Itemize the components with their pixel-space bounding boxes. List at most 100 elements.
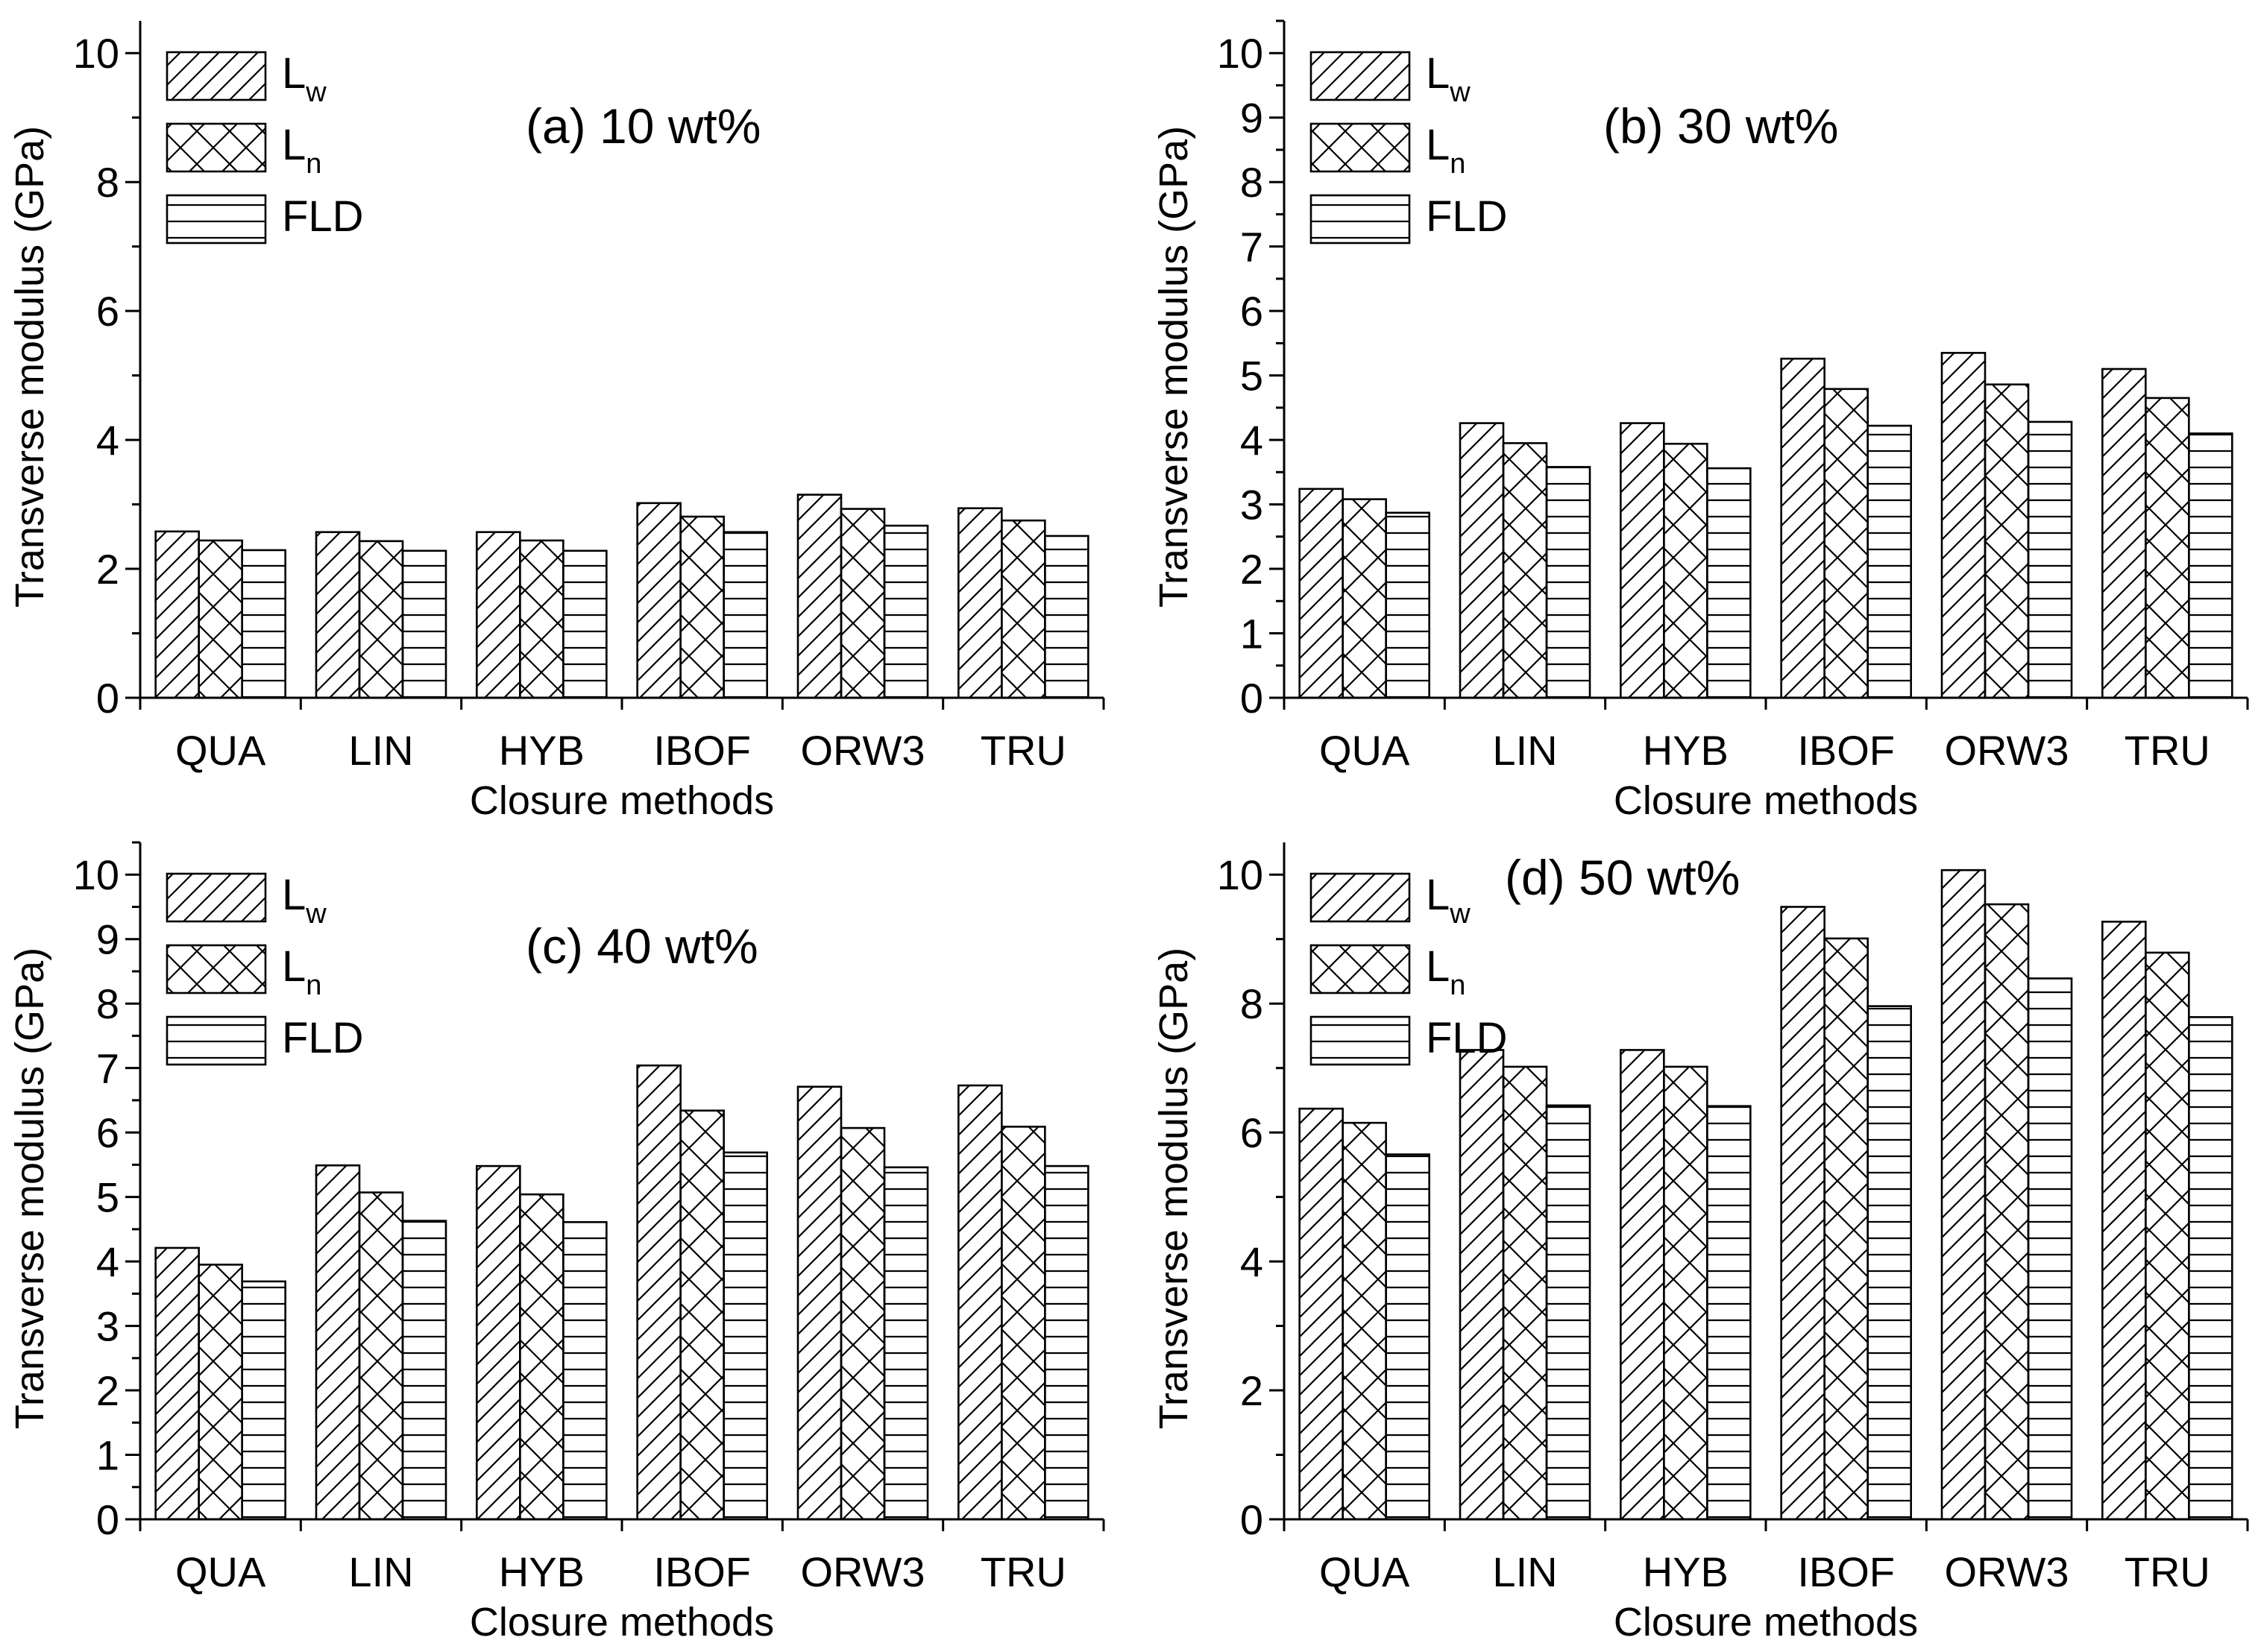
- y-axis-title: Transverse modulus (GPa): [1151, 948, 1196, 1429]
- y-tick-label: 1: [1240, 611, 1263, 658]
- y-tick-label: 8: [1240, 980, 1263, 1027]
- y-tick-label: 4: [1240, 1238, 1263, 1285]
- bar-FLD-QUA: [1385, 511, 1430, 699]
- bar-FLD-HYB: [562, 549, 608, 699]
- bar-Lw-LIN: [315, 531, 361, 699]
- y-tick-label: 5: [96, 1174, 119, 1221]
- legend-swatch-Lw: [166, 872, 267, 923]
- y-tick-label: 10: [1217, 30, 1263, 77]
- legend-label-Lw: Lw: [282, 49, 327, 108]
- bar-Lw-LIN: [315, 1164, 361, 1521]
- panel-annotation: (a) 10 wt%: [526, 98, 761, 154]
- bar-Ln-LIN: [1502, 442, 1548, 699]
- bar-Ln-IBOF: [1823, 388, 1869, 699]
- y-tick-label: 0: [96, 1496, 119, 1543]
- legend-label-subscript: w: [305, 77, 327, 108]
- legend-swatch-FLD: [166, 194, 267, 245]
- legend-label-Ln: Ln: [1426, 121, 1465, 180]
- bar-FLD-QUA: [241, 1280, 286, 1521]
- x-tick-label-HYB: HYB: [499, 727, 585, 774]
- x-tick-label-IBOF: IBOF: [1797, 727, 1895, 774]
- bar-Lw-QUA: [154, 1246, 200, 1521]
- legend-label-main: FLD: [282, 1014, 364, 1062]
- bar-Ln-IBOF: [679, 1109, 725, 1521]
- bar-FLD-TRU: [1044, 1164, 1089, 1521]
- bar-Ln-ORW3: [840, 508, 886, 699]
- bar-FLD-LIN: [401, 1220, 447, 1521]
- bar-Ln-QUA: [198, 1264, 243, 1521]
- bar-Ln-IBOF: [679, 515, 725, 699]
- y-tick-label: 4: [1240, 417, 1263, 464]
- bar-Lw-QUA: [1298, 488, 1344, 699]
- legend-label-FLD: FLD: [282, 1014, 364, 1062]
- bar-FLD-HYB: [1706, 467, 1752, 699]
- y-tick-label: 2: [1240, 1367, 1263, 1414]
- legend-label-subscript: w: [1449, 77, 1471, 108]
- x-axis-title: Closure methods: [1614, 1600, 1918, 1645]
- x-axis-title: Closure methods: [470, 1600, 774, 1645]
- y-tick-label: 10: [73, 851, 119, 898]
- legend-label-subscript: n: [306, 970, 321, 1001]
- legend-swatch-Ln: [166, 122, 267, 173]
- bar-Ln-TRU: [2145, 397, 2190, 699]
- legend-label-main: L: [1426, 49, 1450, 98]
- y-tick-label: 4: [96, 1238, 119, 1285]
- x-tick-label-ORW3: ORW3: [801, 727, 925, 774]
- bar-Lw-QUA: [1298, 1107, 1344, 1521]
- x-tick-label-ORW3: ORW3: [801, 1548, 925, 1595]
- y-tick-label: 4: [96, 417, 119, 464]
- legend-label-FLD: FLD: [1426, 192, 1508, 241]
- bar-FLD-ORW3: [2027, 420, 2073, 699]
- bar-Ln-QUA: [1342, 498, 1387, 699]
- x-tick-label-LIN: LIN: [1492, 1548, 1557, 1595]
- y-axis-title: Transverse modulus (GPa): [7, 126, 52, 608]
- bar-Lw-ORW3: [1940, 868, 1987, 1521]
- bar-Lw-IBOF: [636, 502, 682, 699]
- x-tick-label-TRU: TRU: [2125, 1548, 2210, 1595]
- legend-swatch-FLD: [166, 1015, 267, 1066]
- bar-Lw-TRU: [2101, 368, 2147, 699]
- bar-FLD-IBOF: [1867, 424, 1912, 699]
- panel-annotation: (d) 50 wt%: [1505, 850, 1740, 905]
- legend-swatch-Lw: [1309, 51, 1411, 101]
- legend-swatch-Lw: [166, 51, 267, 101]
- legend-label-Ln: Ln: [1426, 942, 1465, 1001]
- bar-Ln-HYB: [1663, 1065, 1708, 1521]
- bar-FLD-ORW3: [883, 1166, 929, 1521]
- x-axis-title: Closure methods: [470, 778, 774, 823]
- x-tick-label-LIN: LIN: [348, 727, 413, 774]
- bar-Lw-TRU: [957, 1084, 1003, 1521]
- bar-FLD-ORW3: [883, 524, 929, 699]
- y-tick-label: 3: [96, 1303, 119, 1350]
- y-tick-label: 7: [1240, 224, 1263, 271]
- bar-Lw-IBOF: [1780, 906, 1825, 1521]
- legend-label-main: L: [282, 49, 306, 98]
- legend-label-main: L: [1426, 871, 1450, 919]
- bar-Ln-HYB: [519, 539, 564, 699]
- x-tick-label-ORW3: ORW3: [1945, 727, 2069, 774]
- bar-Lw-HYB: [1620, 1049, 1665, 1521]
- bar-Ln-IBOF: [1823, 937, 1869, 1521]
- legend-swatch-FLD: [1309, 194, 1411, 245]
- bar-Lw-ORW3: [1940, 352, 1987, 699]
- y-tick-label: 6: [96, 288, 119, 335]
- bar-FLD-QUA: [1385, 1153, 1430, 1521]
- panel-b: 0 1 2 3 4 5 6 7 8 9 10 QUA LIN HYB IBOF ORW3 TRU Closure …: [1151, 19, 2249, 823]
- x-tick-label-IBOF: IBOF: [653, 727, 751, 774]
- bar-FLD-LIN: [401, 549, 447, 699]
- bar-FLD-TRU: [2188, 432, 2233, 699]
- bar-Ln-QUA: [198, 539, 243, 699]
- bar-FLD-IBOF: [723, 1151, 768, 1521]
- bar-Lw-ORW3: [796, 1085, 843, 1521]
- x-tick-label-QUA: QUA: [1319, 1548, 1410, 1595]
- legend-label-FLD: FLD: [282, 192, 364, 241]
- bar-Ln-ORW3: [1984, 903, 2030, 1521]
- x-tick-label-QUA: QUA: [175, 727, 266, 774]
- panel-annotation: (c) 40 wt%: [526, 918, 758, 974]
- bar-FLD-ORW3: [2027, 977, 2073, 1521]
- bar-Ln-LIN: [358, 1191, 404, 1521]
- y-tick-label: 2: [96, 1367, 119, 1414]
